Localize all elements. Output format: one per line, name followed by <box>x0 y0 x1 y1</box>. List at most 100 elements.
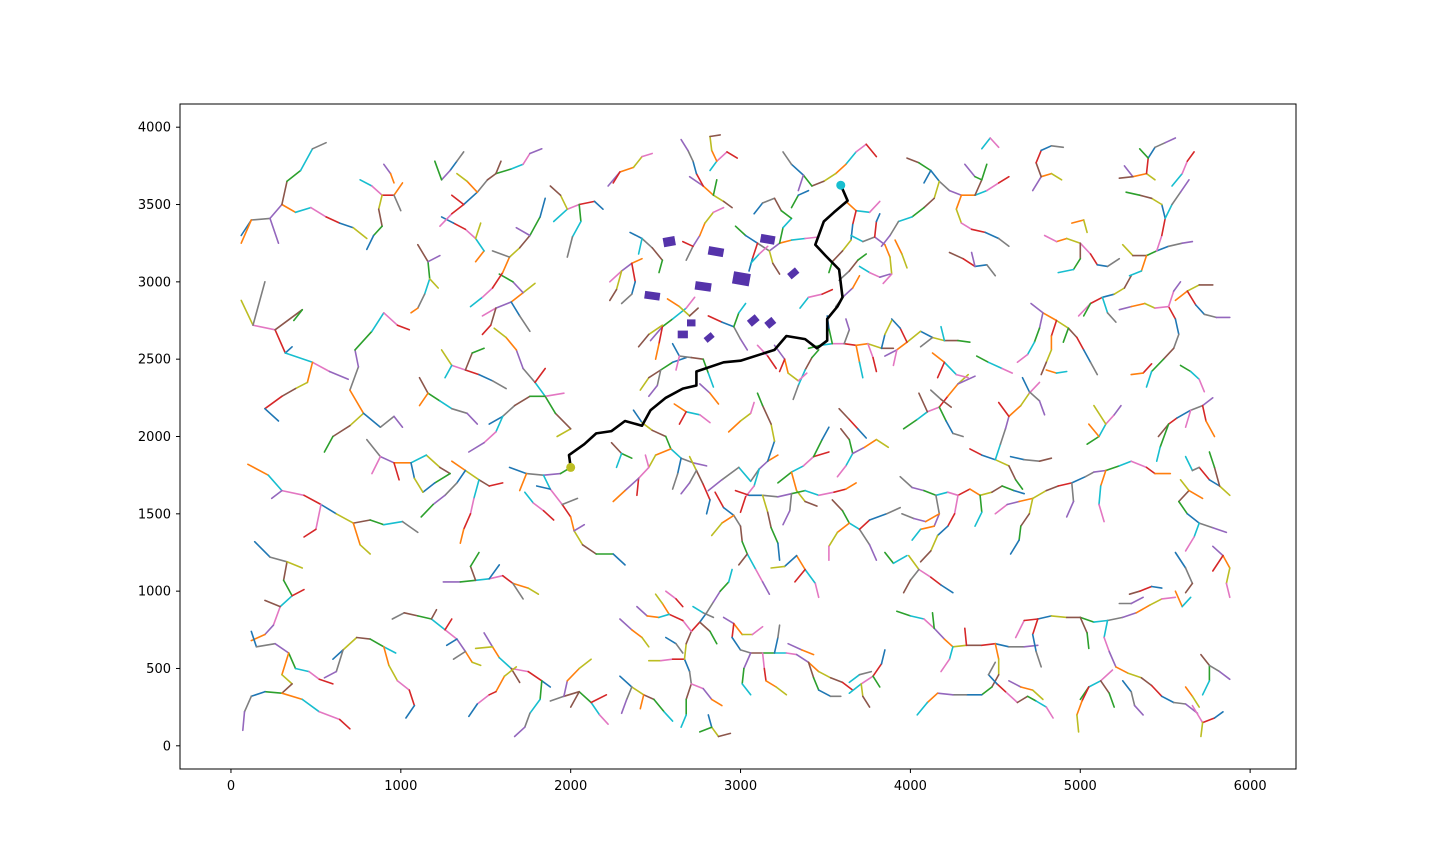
tree-edge <box>1161 217 1166 237</box>
tree-edge <box>292 308 304 322</box>
tree-edge <box>727 420 742 433</box>
tree-edge <box>890 318 902 330</box>
tree-edge <box>878 273 891 279</box>
tree-edge <box>802 455 815 467</box>
tree-edge <box>1089 296 1104 305</box>
tree-edge <box>620 698 628 715</box>
tree-edge <box>382 163 392 175</box>
tree-edge <box>938 180 951 192</box>
tree-edge <box>794 568 806 583</box>
tree-edge <box>539 197 547 218</box>
start-point <box>566 462 576 472</box>
tree-edge <box>721 321 735 328</box>
tree-edge <box>875 213 881 223</box>
tree-edge <box>911 528 922 541</box>
tree-edge <box>761 581 771 596</box>
tree-edge <box>856 253 868 262</box>
tree-edge <box>931 336 946 342</box>
obstacle <box>764 316 777 329</box>
tree-edge <box>1167 417 1178 425</box>
tree-edge <box>783 358 789 374</box>
tree-edge <box>666 298 681 308</box>
tree-edge <box>1065 237 1082 244</box>
tree-edge <box>483 632 494 648</box>
tree-edge <box>975 355 990 364</box>
tree-edge <box>710 698 723 707</box>
tree-edge <box>685 683 693 701</box>
tree-edge <box>1171 191 1182 206</box>
tree-edge <box>250 690 266 698</box>
tree-edge <box>1035 162 1042 178</box>
tree-edge <box>1031 633 1037 653</box>
tree-edge <box>829 676 844 684</box>
tree-edge <box>1174 590 1183 608</box>
tree-edge <box>860 683 864 698</box>
tree-edge <box>294 381 309 390</box>
tree-edge <box>943 361 958 376</box>
tree-edge <box>523 491 535 504</box>
tree-edge <box>354 330 373 351</box>
tree-edge <box>938 406 947 422</box>
y-tick-label: 3500 <box>138 198 171 213</box>
tree-edge <box>807 661 820 673</box>
tree-edge <box>744 234 759 244</box>
tree-edge <box>841 239 852 252</box>
tree-edge <box>1191 704 1204 724</box>
tree-edge <box>780 209 793 220</box>
tree-edge <box>566 203 581 210</box>
tree-edge <box>629 231 643 240</box>
tree-edge <box>1186 512 1200 524</box>
tree-edge <box>1018 497 1034 503</box>
tree-edge <box>1115 666 1129 674</box>
tree-edge <box>671 472 679 490</box>
tree-edge <box>624 477 640 492</box>
tree-edge <box>439 400 453 410</box>
tree-edge <box>323 435 334 453</box>
tree-edge <box>901 512 915 520</box>
tree-edge <box>901 253 908 269</box>
tree-edge <box>664 590 677 600</box>
tree-edge <box>916 701 929 716</box>
tree-edge <box>868 512 888 521</box>
tree-edge <box>714 491 725 509</box>
tree-edge <box>999 427 1007 446</box>
tree-edge <box>1089 253 1099 266</box>
tree-edge <box>281 489 305 497</box>
tree-edge <box>685 630 693 645</box>
y-tick-label: 3000 <box>138 275 171 290</box>
tree-edge <box>1035 149 1042 164</box>
tree-edge <box>649 325 664 342</box>
tree-edge <box>636 605 648 617</box>
tree-edge <box>860 675 874 685</box>
tree-edge <box>731 622 735 639</box>
tree-edge <box>1016 695 1029 704</box>
tree-edge <box>751 242 759 260</box>
tree-edge <box>469 497 475 515</box>
tree-edge <box>994 642 1000 661</box>
tree-edge <box>675 355 681 371</box>
tree-edge <box>885 506 902 515</box>
tree-edge <box>444 364 453 379</box>
tree-edge <box>243 695 253 713</box>
tree-edge <box>639 376 650 391</box>
tree-edge <box>450 460 467 472</box>
tree-edge <box>1157 423 1170 438</box>
tree-edge <box>721 466 740 481</box>
tree-edge <box>658 325 664 345</box>
tree-edge <box>933 627 946 640</box>
tree-edge <box>681 619 693 633</box>
tree-edge <box>911 206 925 218</box>
tree-edge <box>980 163 988 181</box>
tree-edge <box>474 237 485 252</box>
tree-edge <box>512 280 524 294</box>
tree-edge <box>1076 336 1085 351</box>
tree-edge <box>858 361 864 379</box>
tree-edge <box>933 512 941 528</box>
tree-edge <box>1026 341 1036 356</box>
tree-edge <box>1071 482 1075 503</box>
tree-edge <box>955 373 970 379</box>
tree-edge <box>989 137 1000 149</box>
tree-edge <box>450 194 465 206</box>
tree-edge <box>705 601 715 614</box>
tree-edge <box>1099 469 1107 487</box>
